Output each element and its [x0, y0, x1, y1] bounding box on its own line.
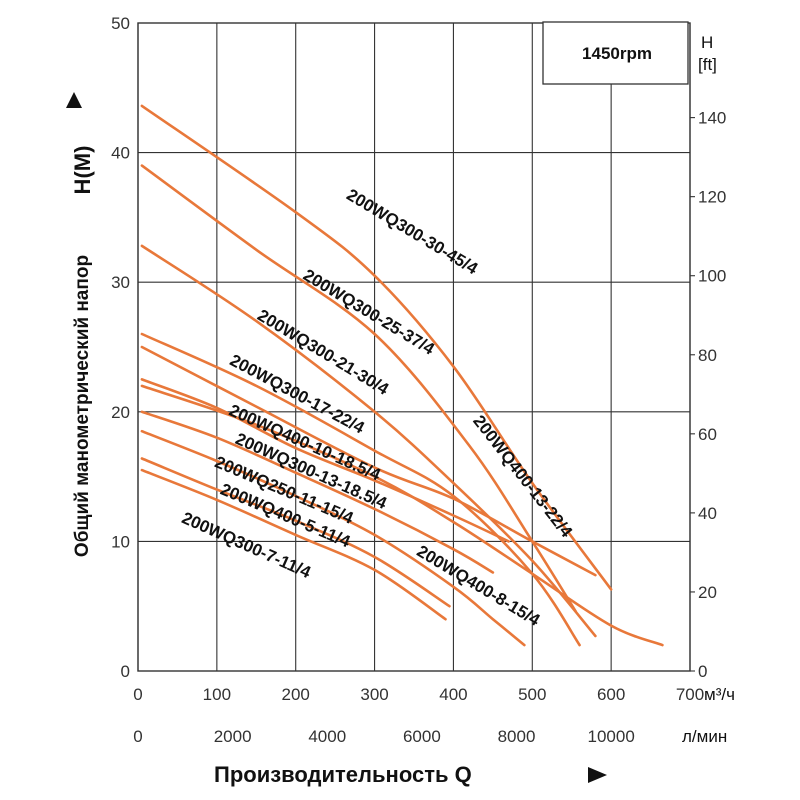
y2-tick-label: 100	[698, 267, 726, 286]
rpm-label: 1450rpm	[582, 44, 652, 63]
x2-tick-label: 0	[133, 727, 142, 746]
x-axis-unit-primary: м³/ч	[704, 685, 735, 704]
series-line	[140, 384, 664, 647]
x-tick-label: 400	[439, 685, 467, 704]
x-tick-label: 300	[360, 685, 388, 704]
y2-axis-label: H	[701, 33, 713, 52]
series-line	[140, 429, 526, 647]
y2-axis-unit: [ft]	[698, 55, 717, 74]
plot-frame	[137, 22, 691, 672]
series-line	[140, 164, 577, 613]
series-line	[140, 410, 495, 574]
x-tick-label: 500	[518, 685, 546, 704]
series-line	[140, 457, 451, 608]
y2-tick-label: 140	[698, 109, 726, 128]
y-axis-label: Общий манометрический напор	[72, 255, 93, 557]
x2-tick-label: 8000	[498, 727, 536, 746]
x-tick-label: 200	[282, 685, 310, 704]
x-tick-label: 100	[203, 685, 231, 704]
y-axis-symbol-group: H(М)	[70, 146, 95, 195]
y-axis-arrow-icon	[66, 92, 82, 108]
pump-curves	[140, 104, 664, 647]
rpm-box-frame	[542, 21, 689, 85]
y2-tick-label: 0	[698, 662, 707, 681]
series-line	[140, 345, 597, 577]
y2-tick-label: 80	[698, 346, 717, 365]
y-tick-label: 0	[121, 662, 130, 681]
y2-tick-label: 40	[698, 504, 717, 523]
x-tick-label: 700	[676, 685, 704, 704]
series-line	[140, 468, 447, 621]
x-axis-label: Производительность	[214, 762, 449, 787]
x-axis-arrow-icon	[588, 767, 607, 783]
x2-tick-label: 2000	[214, 727, 252, 746]
y-axis-title: Общий манометрический напор	[72, 255, 93, 557]
y-tick-label: 20	[111, 403, 130, 422]
svg-text:Производительность Q: Производительность Q	[214, 762, 472, 787]
x-tick-label: 0	[133, 685, 142, 704]
x2-tick-label: 6000	[403, 727, 441, 746]
y-tick-label: 30	[111, 273, 130, 292]
series-line	[140, 378, 510, 543]
series-label: 200WQ400-8-15/4	[414, 541, 544, 630]
y2-tick-label: 120	[698, 188, 726, 207]
rpm-box: 1450rpm	[542, 21, 689, 85]
y-axis-symbol: H(М)	[70, 146, 95, 195]
x2-tick-label: 10000	[588, 727, 635, 746]
x-axis-title: Производительность Q	[214, 762, 607, 787]
x-axis-unit-secondary: л/мин	[682, 727, 727, 746]
y2-tick-label: 60	[698, 425, 717, 444]
y-tick-label: 10	[111, 532, 130, 551]
y-tick-label: 50	[111, 14, 130, 33]
series-line	[140, 104, 613, 591]
y2-tick-label: 20	[698, 583, 717, 602]
x2-tick-label: 4000	[308, 727, 346, 746]
x-axis-symbol: Q	[455, 762, 472, 787]
series-label: 200WQ400-13-22/4	[469, 412, 576, 542]
series-line	[140, 244, 597, 638]
x-tick-label: 600	[597, 685, 625, 704]
y-tick-label: 40	[111, 144, 130, 163]
